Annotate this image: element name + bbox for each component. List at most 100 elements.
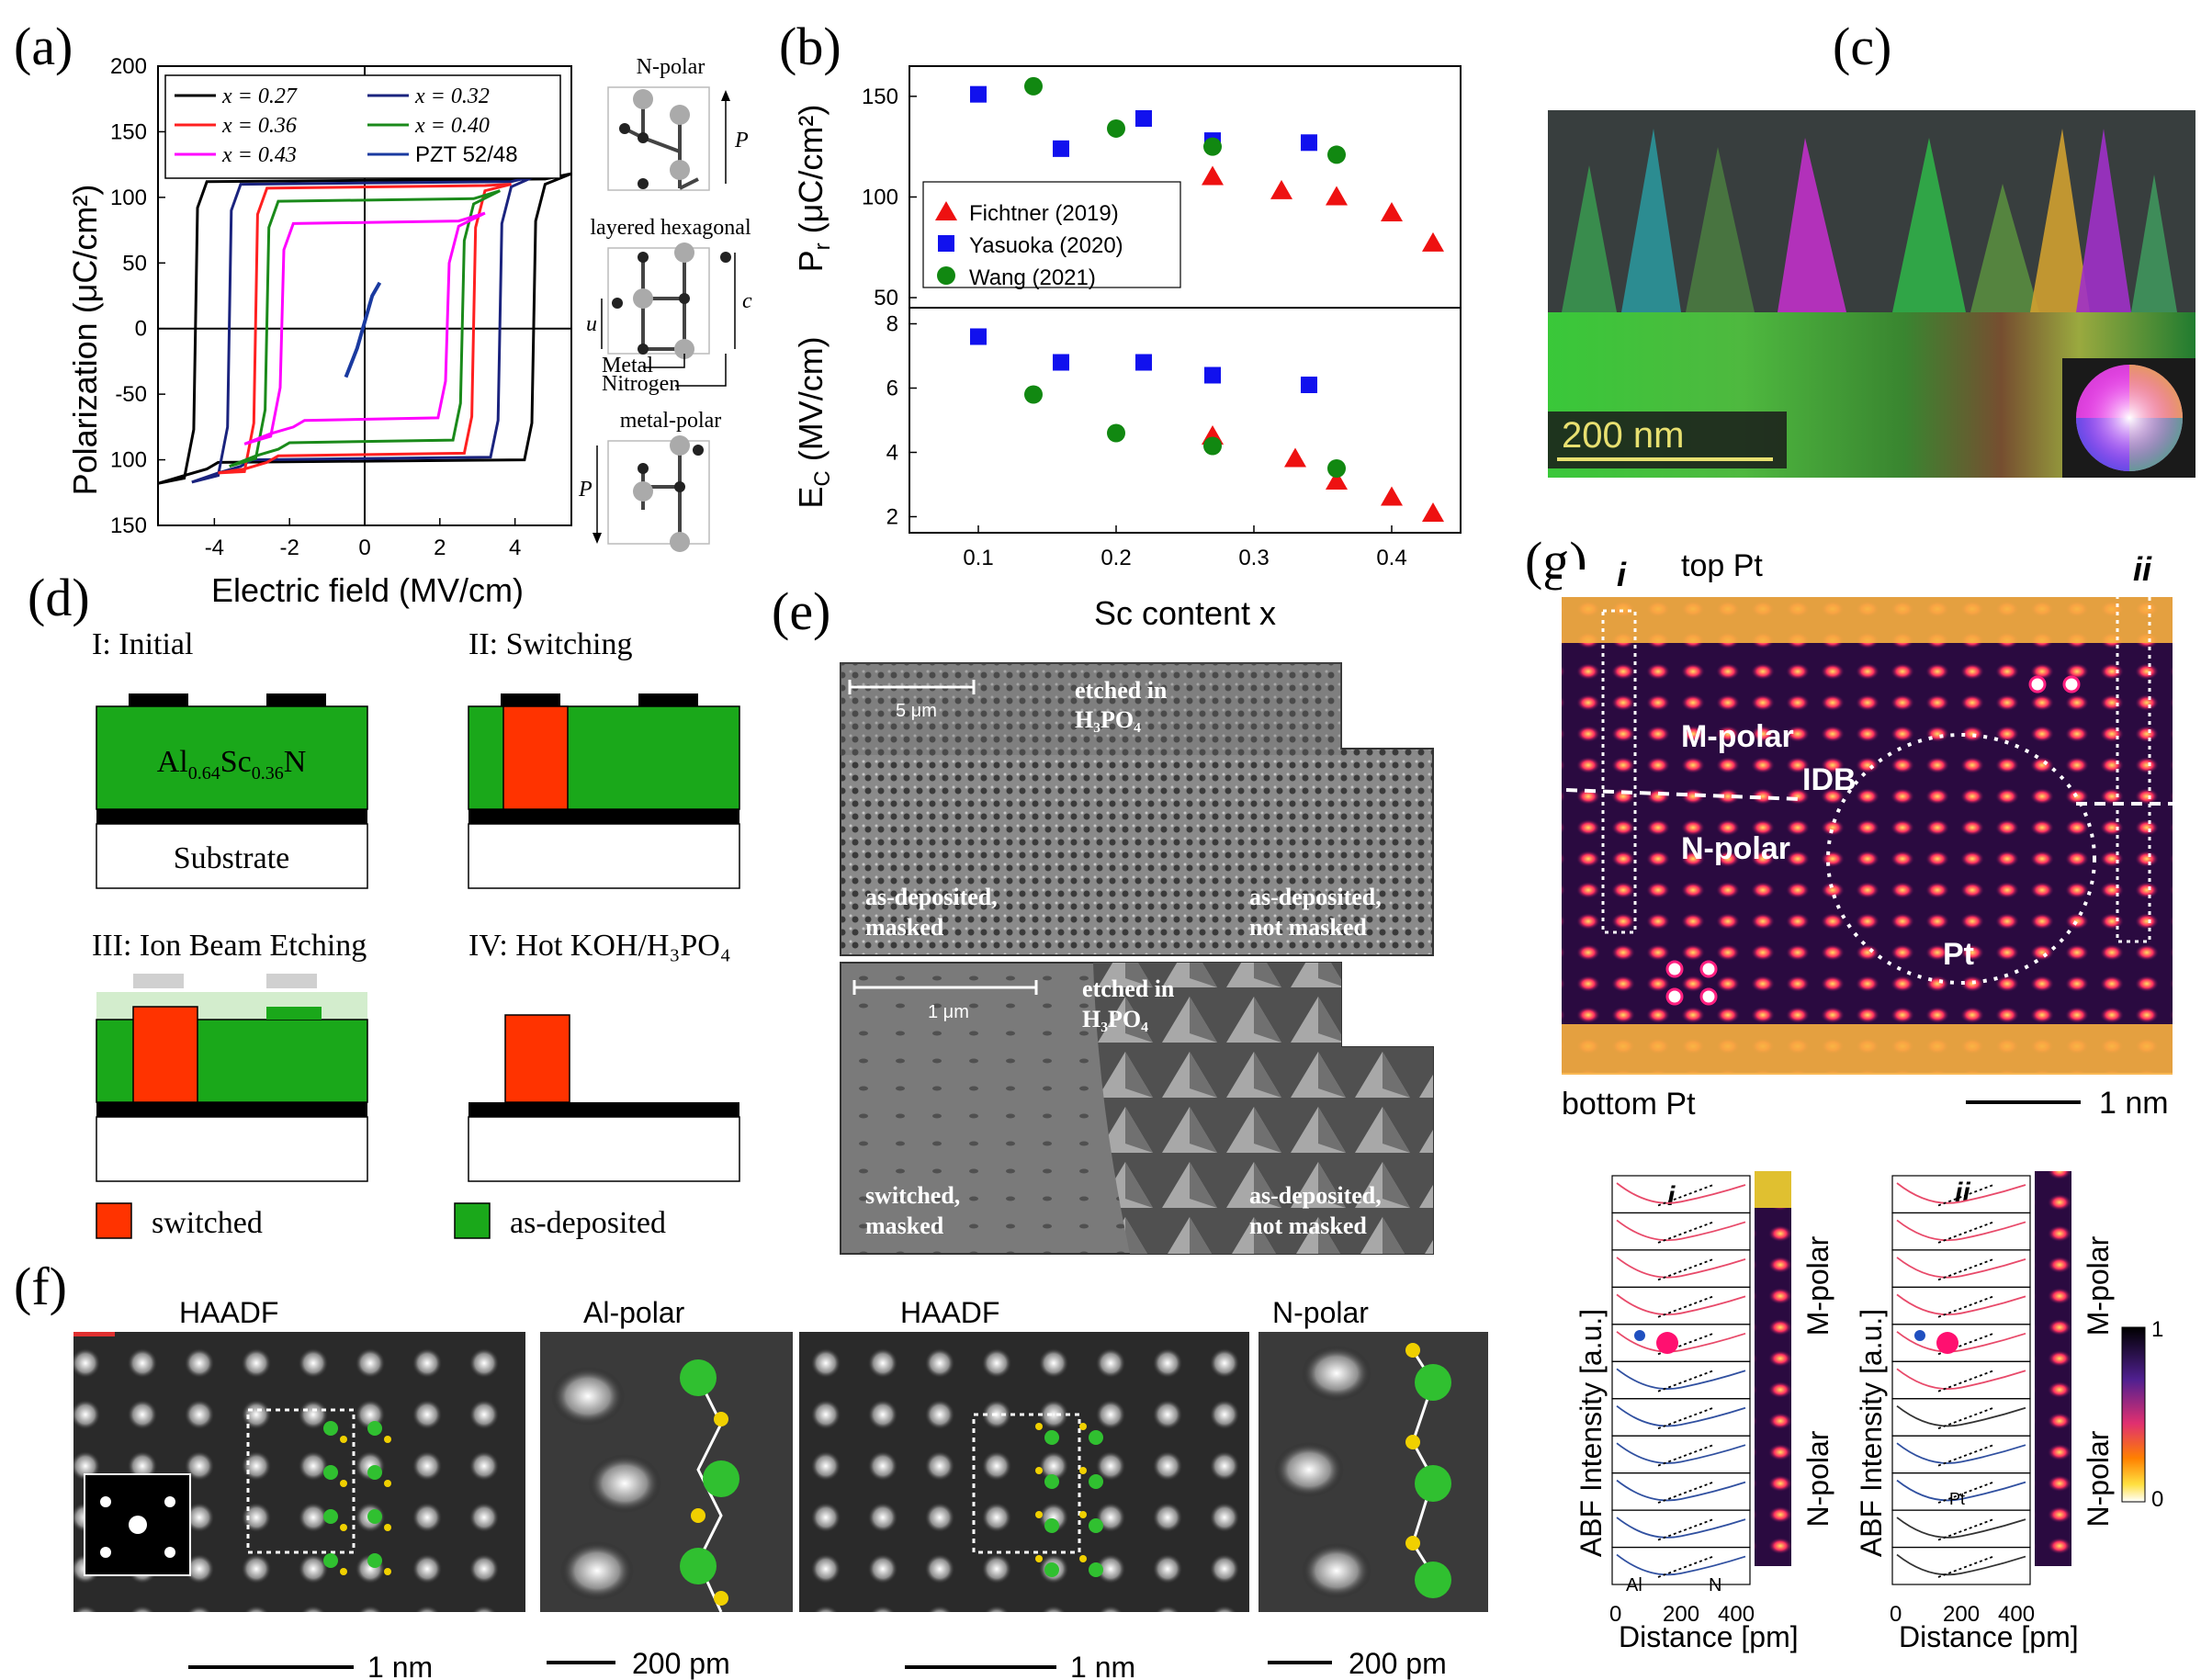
structure-layered-cell [607, 247, 710, 355]
structure-n-polar-cell [607, 86, 710, 191]
nitrogen-atom [619, 123, 630, 134]
point-wang [1024, 76, 1043, 96]
g-marker-ii: ii [2133, 550, 2152, 588]
g-strip-ii [2035, 1171, 2071, 1566]
g-idb: IDB [1802, 762, 1857, 797]
panel-f-haadf: HAADF Al-polar HAADF N-polar [73, 1296, 1488, 1680]
panel-a-ytick: 100 [110, 448, 147, 473]
sem-bottom-right-1: as-deposited, [1249, 1182, 1382, 1209]
panel-a-ytick: 200 [110, 54, 147, 79]
hysteresis-loop-2 [218, 183, 512, 475]
panel-g-abf: top Pt bottom Pt i ii M-polar IDB N-pola… [1562, 548, 2173, 1653]
panel-b-xlabel: Sc content x [1094, 594, 1276, 632]
point-wang [1203, 436, 1222, 456]
panel-a-xlabel: Electric field (MV/cm) [211, 571, 524, 609]
sem-bottom-acid: H₃PO₄ [1082, 1006, 1148, 1032]
structure-n-polar-label: N-polar [637, 55, 705, 79]
f-scale-3: 1 nm [1070, 1651, 1135, 1680]
metal-atom [670, 160, 690, 180]
point-fichtner [1381, 486, 1403, 506]
sem-top-left-2: masked [865, 914, 944, 941]
panel-a-structure-n-polar: N-polar P [607, 55, 749, 191]
atom-nitrogen [1035, 1511, 1043, 1518]
abf-profile-curve [1616, 1182, 1746, 1204]
g-scale: 1 nm [2099, 1086, 2169, 1121]
panel-label-e: (e) [772, 581, 830, 641]
nitrogen-atom [638, 132, 649, 143]
atom-metal [323, 1421, 338, 1436]
f-haadf-2: HAADF [900, 1296, 999, 1329]
point-fichtner [1326, 186, 1348, 206]
panel-a-legend-entries: x = 0.27 x = 0.32 x = 0.36 x = 0.40 x = 0.43… [175, 85, 518, 167]
legend-label: x = 0.43 [221, 143, 297, 167]
atom-nitrogen [384, 1436, 391, 1443]
panel-b-xtick: 0.1 [963, 546, 993, 570]
atom-nitrogen [340, 1524, 347, 1531]
panel-b-legend-entries: Fichtner (2019) Yasuoka (2020) Wang (2021) [935, 201, 1123, 290]
atom-nitrogen [1079, 1467, 1087, 1474]
g-m-polar: M-polar [1681, 719, 1794, 754]
panel-label-b: (b) [779, 17, 841, 76]
point-wang [1327, 145, 1346, 164]
point-wang [1107, 423, 1125, 443]
panel-a-xtick: -2 [280, 536, 299, 560]
abf-profile-curve [1616, 1331, 1746, 1353]
point-fichtner [1422, 231, 1444, 252]
g-strip-i [1755, 1171, 1791, 1566]
panel-b-ytick-bottom: 8 [886, 312, 898, 337]
abf-profile-curve [1616, 1553, 1746, 1576]
panel-a-loops [157, 66, 572, 525]
point-wang [1203, 137, 1222, 156]
structure-metal-label: Metal [602, 354, 653, 378]
f-scale-1: 1 nm [367, 1651, 433, 1680]
sem-bottom-left-1: switched, [865, 1182, 960, 1209]
g-al-label: Al [1626, 1575, 1642, 1595]
abf-profile-curve [1896, 1553, 2026, 1576]
atom-metal [323, 1553, 338, 1568]
atom-nitrogen [1035, 1467, 1043, 1474]
atom-nitrogen [1079, 1511, 1087, 1518]
panel-b-xtick: 0.3 [1238, 546, 1269, 570]
panel-label-d: (d) [28, 568, 90, 627]
g-tick: 200 [1663, 1602, 1699, 1627]
panel-b-top-ylabel: Pr (μC/cm²) [792, 105, 835, 273]
panel-a-legend [164, 74, 561, 179]
g-abf-image [1562, 595, 2173, 1073]
sem-top-right-1: as-deposited, [1249, 884, 1382, 910]
g-profile-ii-title: ii [1955, 1178, 1970, 1208]
g-tick: 400 [1718, 1602, 1755, 1627]
legend-label: x = 0.32 [414, 85, 490, 108]
f-scale-4: 200 pm [1349, 1647, 1447, 1680]
abf-profile-curve [1896, 1182, 2026, 1204]
panel-b-xtick: 0.4 [1376, 546, 1406, 570]
atom-nitrogen [340, 1436, 347, 1443]
point-fichtner [1422, 502, 1444, 522]
point-yasuoka [1301, 134, 1317, 152]
panel-label-a: (a) [14, 17, 73, 76]
point-yasuoka [1135, 354, 1152, 371]
hysteresis-loop-3 [229, 189, 501, 468]
panel-label-c: (c) [1833, 17, 1891, 76]
abf-profile-curve [1896, 1517, 2026, 1539]
abf-profile-curve [1616, 1479, 1746, 1502]
panel-b-ytick-top: 100 [862, 185, 898, 209]
g-bottom-pt: bottom Pt [1562, 1087, 1696, 1122]
hysteresis-loop-4 [243, 211, 486, 445]
panel-a-ylabel: Polarization (μC/cm²) [66, 185, 104, 496]
g-n-label: N [1709, 1575, 1721, 1595]
g-pt-label: Pt [1943, 937, 1974, 972]
abf-profile-curve [1896, 1293, 2026, 1316]
abf-profile-curve [1616, 1219, 1746, 1242]
atom-nitrogen [1035, 1555, 1043, 1562]
atom-metal [1044, 1562, 1059, 1577]
f-haadf-1: HAADF [179, 1296, 278, 1329]
panel-b-legend-label: Wang (2021) [969, 265, 1096, 290]
panel-a-xtick: 2 [434, 536, 446, 560]
panel-b-xtick: 0.2 [1100, 546, 1131, 570]
atom-metal [1089, 1518, 1103, 1533]
atom-metal [323, 1509, 338, 1524]
step-2-diagram [468, 693, 740, 889]
atom-metal [1044, 1518, 1059, 1533]
panel-b-ytick-top: 50 [874, 286, 898, 310]
panel-a-xtick: 4 [509, 536, 521, 560]
